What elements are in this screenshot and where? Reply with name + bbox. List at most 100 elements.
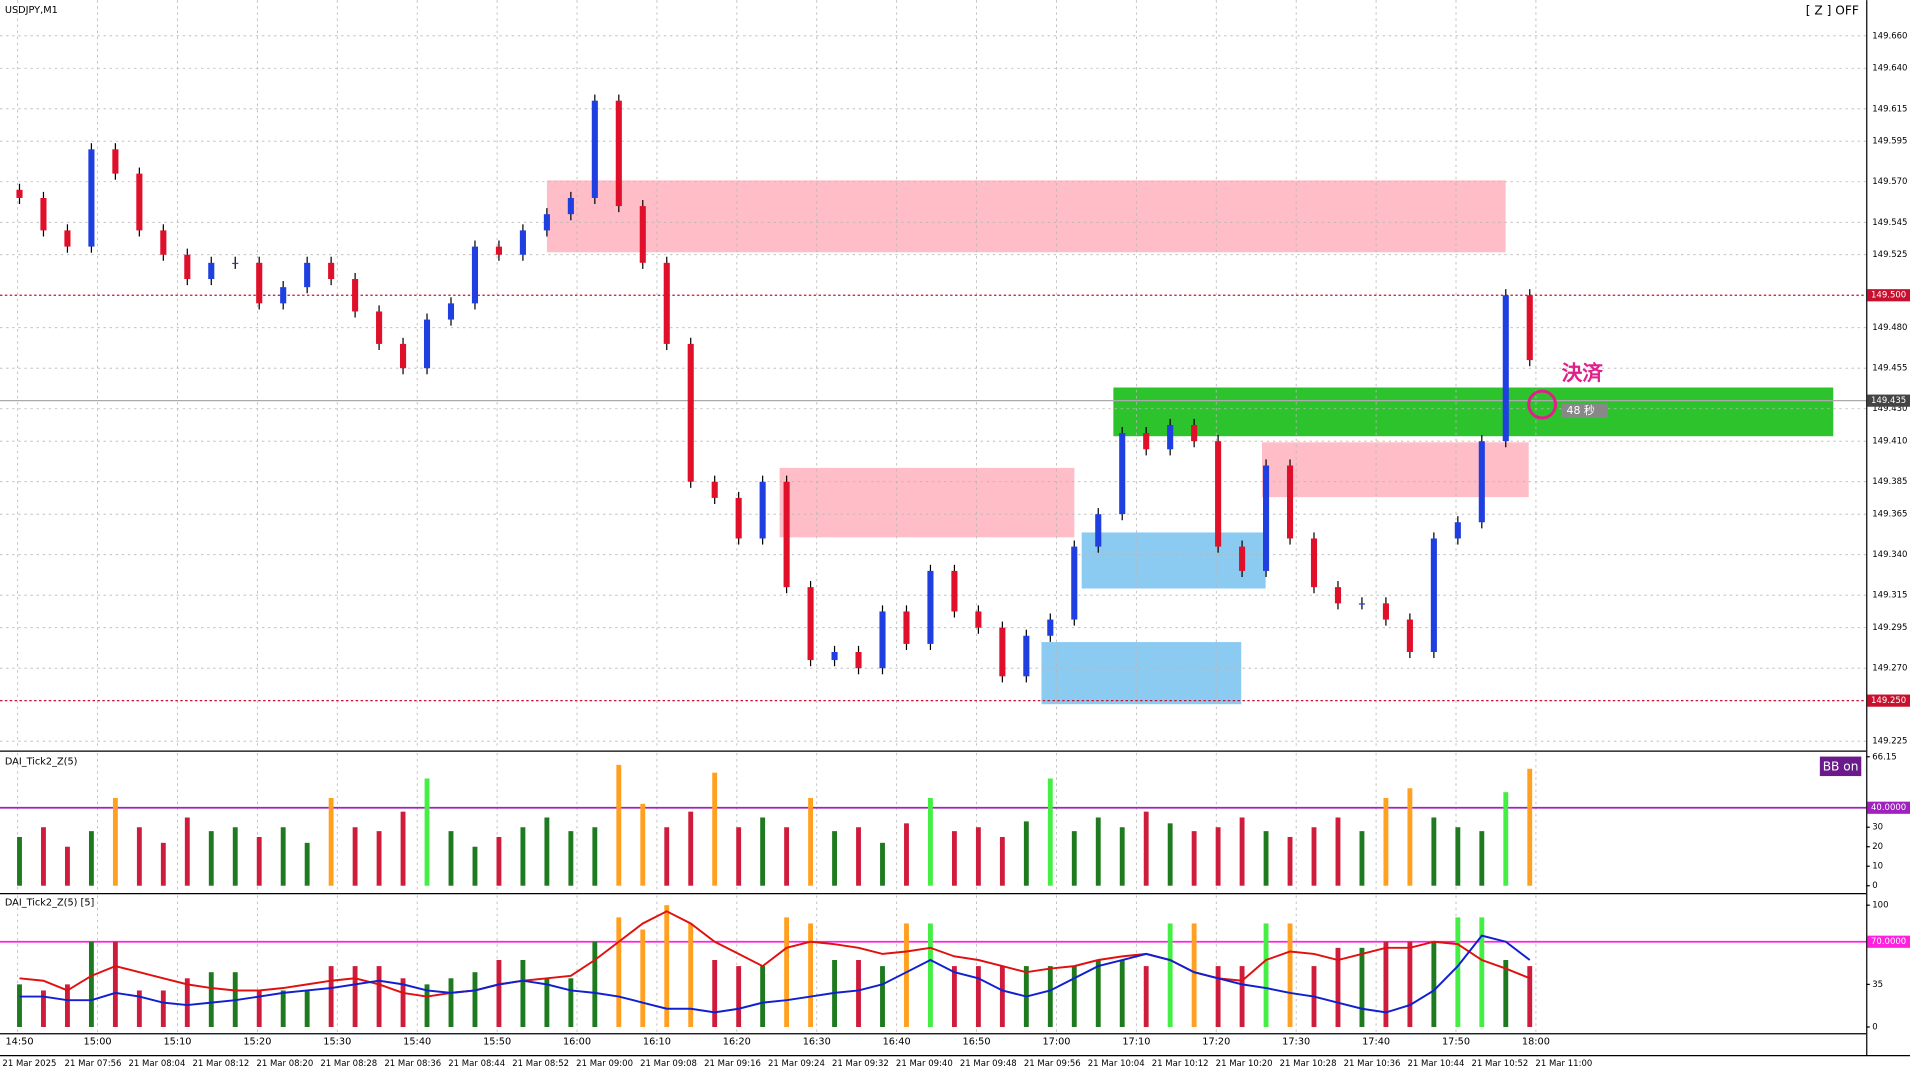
- time-label: 15:50: [483, 1037, 511, 1048]
- y-tick-label: 35: [1872, 980, 1883, 990]
- y-tick-label: 149.315: [1872, 591, 1907, 601]
- bar: [64, 846, 70, 886]
- bar: [1047, 778, 1053, 886]
- candle-body: [352, 279, 359, 312]
- time-label: 16:10: [643, 1037, 671, 1048]
- candle-body: [1406, 619, 1413, 652]
- indicator-line: [19, 934, 1531, 1014]
- candle-body: [447, 303, 455, 320]
- candle-body: [879, 611, 886, 669]
- bar: [376, 831, 382, 886]
- bar: [544, 978, 550, 1028]
- y-tick-label: 20: [1872, 842, 1883, 852]
- y-tick-label: 40.0000: [1871, 803, 1906, 813]
- bar: [520, 827, 526, 886]
- date-label: 21 Mar 10:36: [1344, 1059, 1401, 1069]
- bar: [256, 836, 262, 886]
- date-label: 21 Mar 09:32: [832, 1059, 889, 1069]
- bar: [975, 966, 981, 1028]
- bar: [328, 798, 334, 886]
- bar: [616, 764, 622, 886]
- current-price-label: 149.435: [1871, 396, 1906, 406]
- date-label: 21 Mar 09:16: [704, 1059, 761, 1069]
- candle-body: [927, 570, 934, 644]
- level-label: 149.500: [1871, 291, 1906, 301]
- bar: [640, 803, 646, 886]
- bar: [1263, 831, 1269, 886]
- bar: [1287, 836, 1293, 886]
- candle-body: [975, 611, 982, 628]
- date-label: 21 Mar 08:44: [448, 1059, 505, 1069]
- bar: [136, 827, 142, 886]
- y-tick-label: 149.410: [1872, 437, 1907, 447]
- time-label: 15:10: [163, 1037, 191, 1048]
- candle-body: [376, 311, 383, 344]
- bar: [424, 778, 430, 886]
- level-label: 149.250: [1871, 696, 1906, 706]
- candle-body: [1191, 424, 1198, 442]
- threshold-label-box: [1867, 801, 1910, 814]
- bar: [1407, 941, 1413, 1028]
- bar: [808, 923, 814, 1028]
- zoom-status[interactable]: [ Z ] OFF: [1806, 4, 1859, 18]
- date-label: 21 Mar 09:08: [640, 1059, 697, 1069]
- time-label: 14:50: [5, 1037, 33, 1048]
- bar: [1215, 827, 1221, 886]
- time-label: 17:00: [1042, 1037, 1070, 1048]
- bar: [664, 905, 670, 1028]
- candle-body: [1334, 587, 1342, 604]
- candle-body: [1478, 441, 1485, 523]
- bar: [280, 990, 286, 1028]
- bar: [17, 836, 22, 886]
- time-label: 15:40: [403, 1037, 431, 1048]
- candle-body: [280, 287, 287, 304]
- time-label: 16:00: [563, 1037, 591, 1048]
- bar: [184, 978, 190, 1028]
- bar: [592, 827, 598, 886]
- bar: [376, 966, 382, 1028]
- date-label: 21 Mar 11:00: [1535, 1059, 1592, 1069]
- candle-body: [1430, 538, 1437, 652]
- time-label: 17:10: [1122, 1037, 1150, 1048]
- bb-button[interactable]: [1819, 756, 1862, 777]
- candle-body: [1047, 619, 1054, 636]
- bar: [640, 929, 646, 1028]
- bar: [1143, 811, 1149, 886]
- date-label: 21 Mar 07:56: [65, 1059, 122, 1069]
- time-label: 17:20: [1202, 1037, 1230, 1048]
- bar: [1143, 966, 1149, 1028]
- bar: [448, 831, 454, 886]
- candle-body: [831, 651, 838, 661]
- bar: [304, 842, 310, 886]
- time-label: 17:30: [1282, 1037, 1310, 1048]
- bb-button-label[interactable]: BB on: [1823, 759, 1859, 773]
- time-label: 15:20: [243, 1037, 271, 1048]
- candle-body: [423, 319, 431, 369]
- level-label-box: [1867, 694, 1910, 707]
- bar: [112, 941, 118, 1028]
- zone: [779, 467, 1075, 538]
- bar: [808, 798, 814, 886]
- time-label: 16:30: [803, 1037, 831, 1048]
- time-label: 16:20: [723, 1037, 751, 1048]
- date-label: 21 Mar 10:04: [1088, 1059, 1145, 1069]
- candle-body: [64, 230, 71, 247]
- y-tick-label: 100: [1872, 901, 1888, 911]
- date-label: 21 Mar 08:20: [256, 1059, 313, 1069]
- bar: [1359, 831, 1365, 886]
- bar: [1095, 817, 1101, 886]
- candle-body: [1239, 546, 1246, 571]
- candle-body: [519, 230, 526, 255]
- candle-body: [1286, 465, 1294, 539]
- bar: [784, 827, 790, 886]
- y-tick-label: 149.525: [1872, 250, 1907, 260]
- candle-body: [1502, 295, 1509, 442]
- bar: [1263, 923, 1269, 1028]
- candle-body: [136, 173, 143, 231]
- candle-body: [1119, 433, 1126, 515]
- candle-body: [208, 262, 215, 280]
- candle-body: [112, 149, 119, 174]
- current-price-box: [1867, 394, 1910, 407]
